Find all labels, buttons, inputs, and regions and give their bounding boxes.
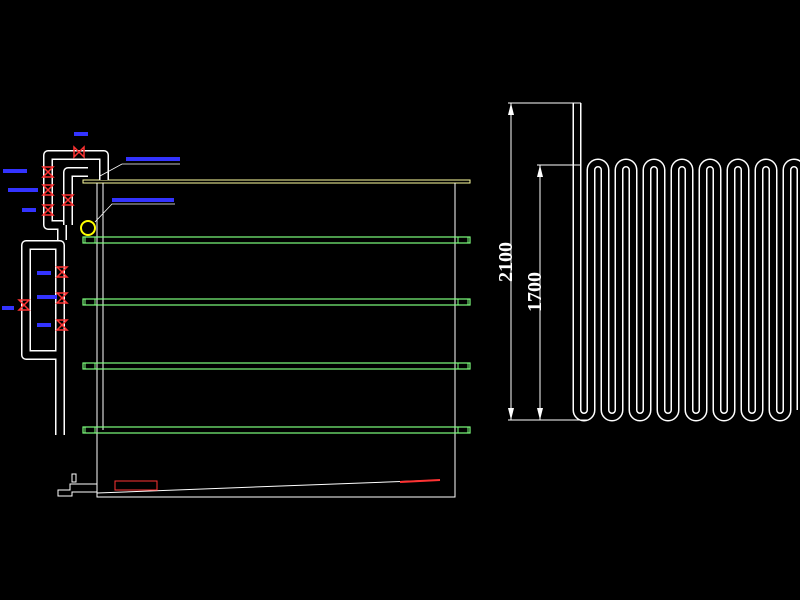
pipe-inner [64, 168, 88, 225]
valve [55, 319, 69, 331]
tube-end [84, 362, 96, 370]
coil-inner [574, 103, 800, 420]
annotation-blob [2, 306, 14, 310]
heating-tube [82, 236, 471, 244]
annotation-blob [74, 132, 88, 136]
valve [41, 204, 55, 216]
annotation-blob [37, 271, 51, 275]
annotation-blob [112, 198, 174, 202]
valve [41, 184, 55, 196]
tube-end [457, 236, 469, 244]
tube-end [457, 426, 469, 434]
tube-end [457, 298, 469, 306]
valve [41, 166, 55, 178]
annotation-blob [3, 169, 27, 173]
tube-end [84, 236, 96, 244]
valve [61, 194, 75, 206]
tube-end [457, 362, 469, 370]
pipe-inner [22, 241, 64, 435]
valve [73, 145, 85, 159]
faucet [57, 483, 97, 497]
annotation-blob [126, 157, 180, 161]
tube-end [84, 298, 96, 306]
drain-block [114, 480, 158, 491]
heating-tube [82, 426, 471, 434]
annotation-blob [37, 295, 57, 299]
dimension-label: 1700 [524, 272, 546, 312]
tank-wall [96, 183, 456, 498]
dimension-label: 2100 [495, 242, 517, 282]
faucet-handle [71, 473, 77, 483]
annotation-blob [22, 208, 36, 212]
leader [99, 163, 180, 177]
leader [94, 203, 175, 223]
valve [55, 266, 69, 278]
heating-tube [82, 362, 471, 370]
dimension-line [508, 102, 581, 420]
drain-mark [399, 479, 441, 483]
tube-end [84, 426, 96, 434]
annotation-blob [37, 323, 51, 327]
dimension-line [537, 164, 581, 420]
annotation-blob [8, 188, 38, 192]
heating-tube [82, 298, 471, 306]
valve [55, 292, 69, 304]
tank-slope [96, 479, 441, 494]
thermometer [80, 220, 96, 236]
valve [17, 299, 31, 311]
tank-top-plate [82, 179, 471, 184]
